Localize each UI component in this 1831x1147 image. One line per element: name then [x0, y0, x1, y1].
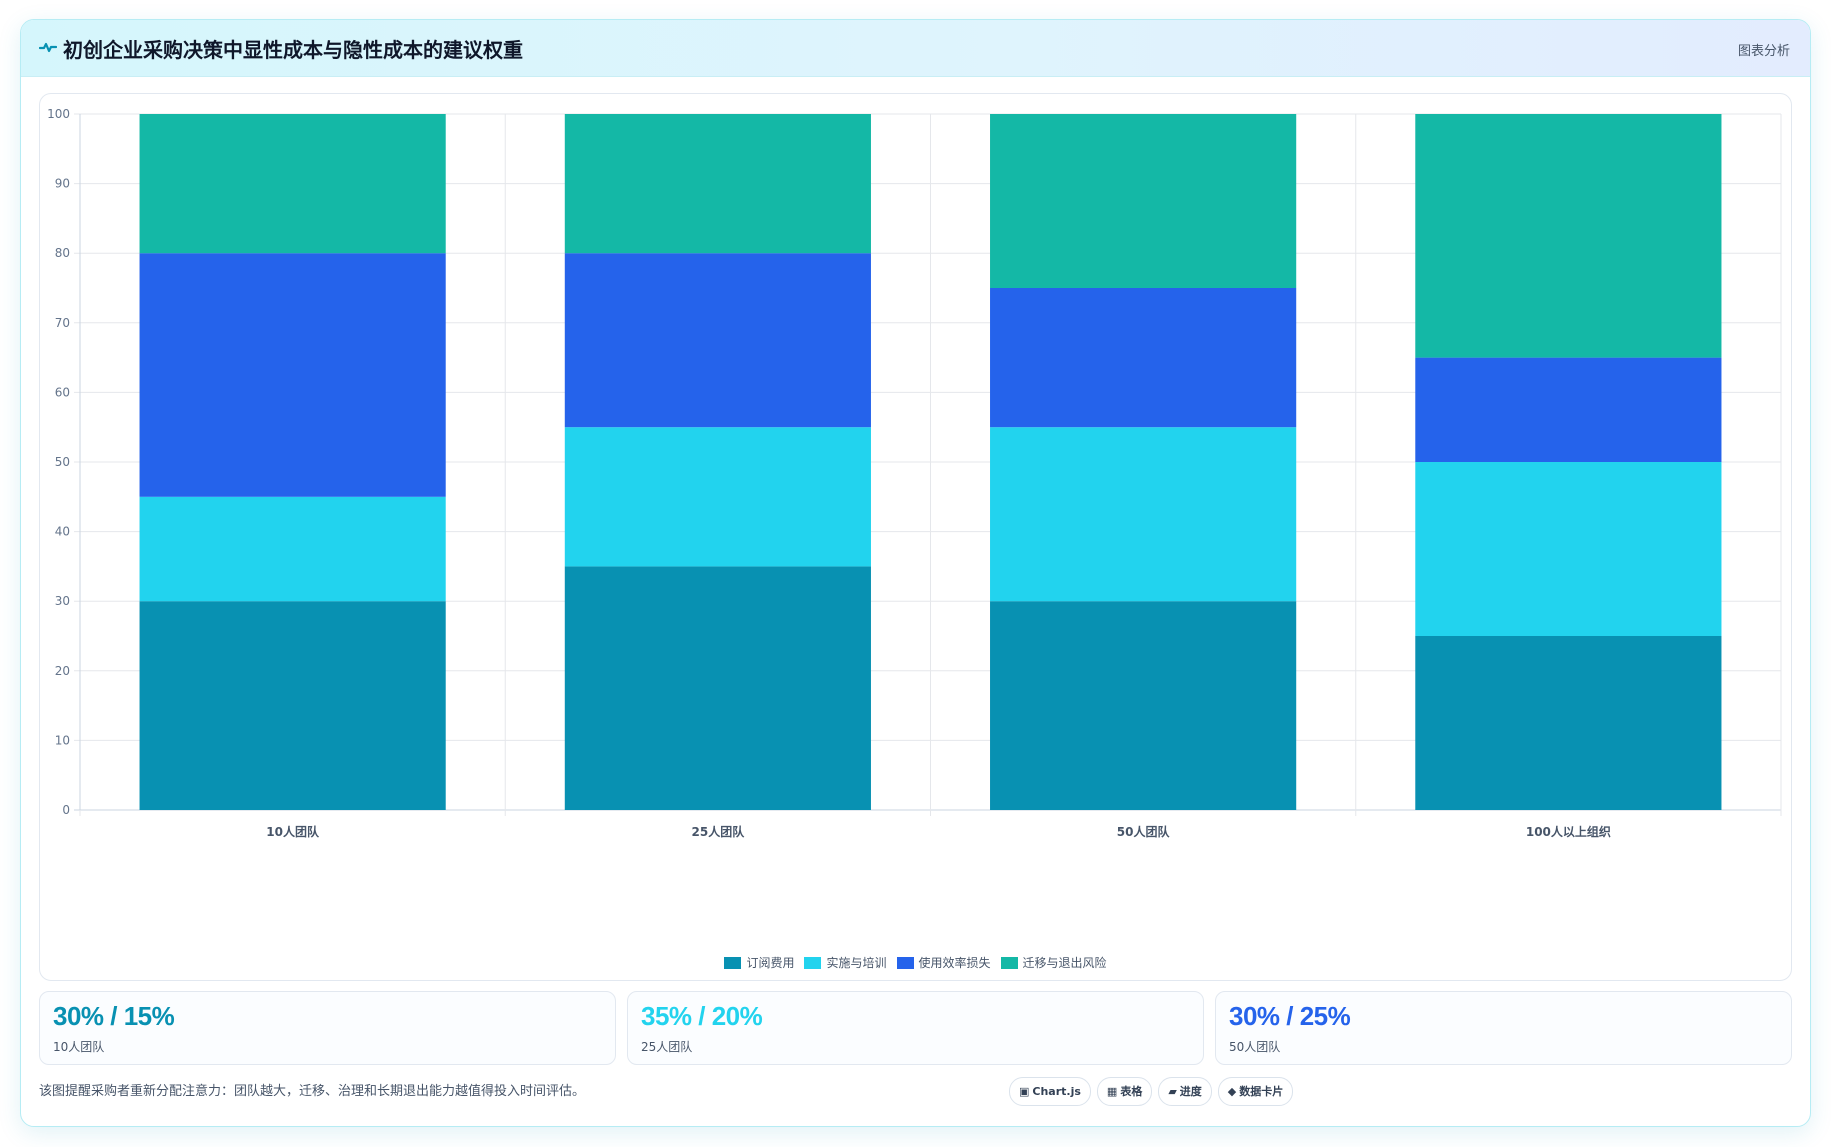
stat-label: 25人团队: [641, 1040, 693, 1054]
chart-panel: 0 10 20 30 40 50 60 70 80 90 100 10人团队 25人团队 50人团队 100…: [39, 93, 1792, 981]
bar-segment: [564, 566, 871, 810]
page-title: 初创企业采购决策中显性成本与隐性成本的建议权重: [63, 38, 523, 62]
feature-chips: ▣ Chart.js ▦ 表格 ▰ 进度 ◆ 数据卡片: [1009, 1077, 1299, 1106]
stat-card-2: 35% / 20% 25人团队: [627, 991, 1204, 1065]
chip-progress[interactable]: ▰ 进度: [1158, 1077, 1212, 1106]
y-tick-label: 20: [55, 664, 70, 678]
chart-legend: 订阅费用 实施与培训 使用效率损失 迁移与退出风险: [40, 954, 1791, 971]
legend-item[interactable]: 实施与培训: [804, 954, 887, 971]
legend-label: 订阅费用: [746, 956, 795, 970]
y-tick-label: 70: [55, 316, 70, 330]
stat-card-1: 30% / 15% 10人团队: [39, 991, 616, 1065]
y-tick-label: 90: [55, 177, 70, 191]
legend-item[interactable]: 迁移与退出风险: [1000, 954, 1107, 971]
y-tick-label: 30: [55, 594, 70, 608]
diamond-icon: ◆: [1227, 1085, 1237, 1098]
x-tick-label: 100人以上组织: [1526, 824, 1611, 839]
bar-segment: [564, 427, 871, 567]
x-tick-label: 10人团队: [266, 824, 320, 839]
stat-value: 35% / 20%: [641, 1001, 763, 1031]
legend-swatch: [896, 956, 914, 969]
chip-label: 表格: [1120, 1085, 1143, 1098]
bar-segment: [990, 288, 1297, 428]
legend-swatch: [804, 956, 822, 969]
legend-swatch: [1000, 956, 1018, 969]
legend-item[interactable]: 订阅费用: [724, 954, 794, 971]
x-tick-label: 25人团队: [692, 824, 746, 839]
bar-segment: [1415, 357, 1722, 462]
y-tick-label: 40: [55, 525, 70, 539]
bar-segment: [1415, 636, 1722, 810]
chip-label: Chart.js: [1032, 1085, 1081, 1098]
bar-segment: [139, 253, 446, 497]
chart-card: 初创企业采购决策中显性成本与隐性成本的建议权重 图表分析 0 10 20 30 40 50…: [20, 19, 1811, 1127]
y-tick-label: 0: [62, 803, 70, 817]
header-tag: 图表分析: [1737, 44, 1790, 59]
legend-item[interactable]: 使用效率损失: [896, 954, 991, 971]
bar-segment: [139, 601, 446, 810]
chip-data-card[interactable]: ◆ 数据卡片: [1217, 1077, 1294, 1106]
y-tick-label: 60: [55, 385, 70, 399]
stat-value: 30% / 25%: [1229, 1001, 1351, 1031]
pulse-icon: [39, 42, 57, 53]
stacked-bar-chart: 0 10 20 30 40 50 60 70 80 90 100 10人团队 25人团队 50人团队 100…: [47, 107, 1782, 839]
stat-label: 10人团队: [53, 1040, 105, 1054]
chip-label: 数据卡片: [1239, 1085, 1284, 1098]
y-tick-label: 80: [55, 246, 70, 260]
y-tick-label: 100: [47, 107, 70, 121]
bar-segment: [990, 427, 1297, 602]
legend-label: 使用效率损失: [918, 956, 991, 970]
table-icon: ▦: [1106, 1085, 1118, 1098]
chip-chartjs[interactable]: ▣ Chart.js: [1009, 1077, 1091, 1106]
bar-segment: [139, 496, 446, 602]
bar-segment: [990, 601, 1297, 810]
footer-note: 该图提醒采购者重新分配注意力：团队越大，迁移、治理和长期退出能力越值得投入时间评…: [39, 1084, 586, 1099]
legend-label: 实施与培训: [826, 956, 887, 970]
y-tick-label: 10: [55, 733, 70, 747]
y-tick-label: 50: [55, 455, 70, 469]
bar-segment: [1415, 462, 1722, 636]
card-header: 初创企业采购决策中显性成本与隐性成本的建议权重 图表分析: [21, 20, 1810, 77]
stat-card-3: 30% / 25% 50人团队: [1215, 991, 1792, 1065]
bar-segment: [564, 114, 871, 254]
chart-icon: ▣: [1019, 1085, 1030, 1098]
legend-swatch: [724, 956, 742, 969]
chip-label: 进度: [1179, 1085, 1202, 1098]
stat-label: 50人团队: [1229, 1040, 1281, 1054]
bar-segment: [564, 253, 871, 428]
chip-table[interactable]: ▦ 表格: [1096, 1077, 1153, 1106]
legend-label: 迁移与退出风险: [1022, 956, 1107, 970]
bar-segment: [1415, 114, 1722, 358]
progress-icon: ▰: [1168, 1085, 1177, 1098]
stat-value: 30% / 15%: [53, 1001, 175, 1031]
x-tick-label: 50人团队: [1117, 824, 1171, 839]
bar-segment: [990, 114, 1297, 288]
bar-segment: [139, 114, 446, 254]
